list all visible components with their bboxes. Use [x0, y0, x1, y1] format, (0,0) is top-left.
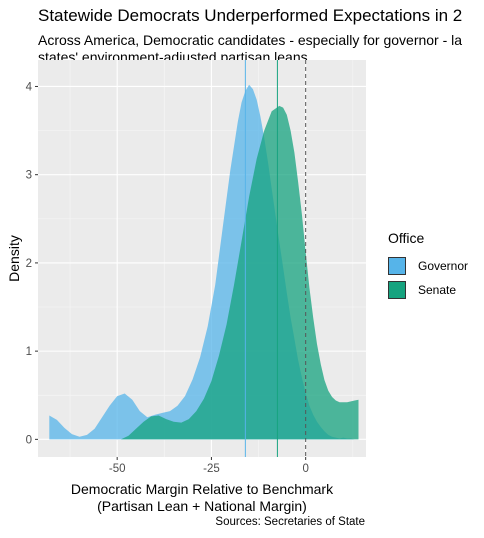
chart-title: Statewide Democrats Underperformed Expec…: [38, 6, 463, 25]
legend-label-senate: Senate: [418, 283, 457, 297]
x-axis-title-line-2: (Partisan Lean + National Margin): [97, 498, 307, 514]
density-areas: [49, 84, 359, 440]
legend-key-governor: [388, 257, 406, 275]
y-tick-label: 3: [26, 170, 32, 182]
legend-title: Office: [388, 230, 425, 246]
y-tick-label: 4: [26, 81, 33, 93]
y-tick-label: 1: [26, 346, 32, 358]
legend-label-governor: Governor: [418, 259, 469, 273]
y-tick-label: 2: [26, 258, 32, 270]
legend-item-senate: Senate: [388, 278, 468, 302]
legend: Office Governor Senate: [388, 230, 468, 302]
x-tick-label: -25: [203, 463, 220, 475]
subtitle-line-1: Across America, Democratic candidates - …: [38, 32, 463, 48]
caption-sources: Sources: Secretaries of State: [215, 516, 365, 528]
x-axis-title-line-1: Democratic Margin Relative to Benchmark: [71, 481, 334, 497]
legend-item-governor: Governor: [388, 254, 468, 278]
y-axis-title: Density: [6, 235, 22, 282]
x-tick-label: 0: [302, 463, 308, 475]
x-tick-label: -50: [109, 463, 126, 475]
density-area-senate: [120, 105, 359, 440]
reference-lines: [244, 60, 307, 457]
y-tick-label: 0: [26, 434, 32, 446]
axis-ticks: -50 -25 0 0 1 2 3 4: [26, 81, 309, 475]
legend-key-senate: [388, 281, 406, 299]
